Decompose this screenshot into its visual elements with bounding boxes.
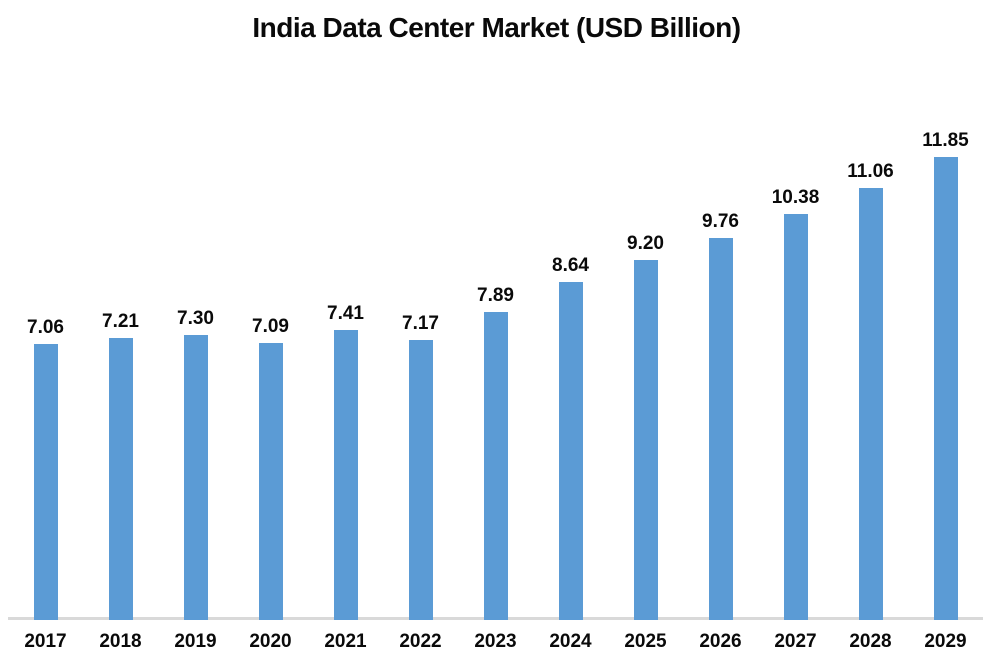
x-axis-tick-label-2023: 2023 <box>474 631 517 652</box>
bar-group-2022: 7.17 2022 <box>383 0 458 660</box>
bar-group-2029: 11.85 2029 <box>908 0 983 660</box>
bar-value-label-2017: 7.06 <box>27 317 64 338</box>
x-axis-tick-label-2020: 2020 <box>249 631 292 652</box>
bar-2025 <box>633 260 658 620</box>
bar-group-2020: 7.09 2020 <box>233 0 308 660</box>
x-axis-tick-label-2027: 2027 <box>774 631 817 652</box>
bar-value-label-2027: 10.38 <box>771 187 820 208</box>
x-axis-tick-label-2025: 2025 <box>624 631 667 652</box>
plot-area: 7.06 2017 7.21 2018 7.30 2019 7.09 2020 7.41 2021… <box>8 0 983 660</box>
bar-group-2026: 9.76 2026 <box>683 0 758 660</box>
bar-value-label-2025: 9.20 <box>627 233 664 254</box>
bar-group-2017: 7.06 2017 <box>8 0 83 660</box>
bar-group-2028: 11.06 2028 <box>833 0 908 660</box>
chart-title: India Data Center Market (USD Billion) <box>252 12 741 43</box>
x-axis-tick-label-2018: 2018 <box>99 631 142 652</box>
bar-2019 <box>183 335 208 620</box>
bar-2021 <box>333 330 358 620</box>
bar-group-2027: 10.38 2027 <box>758 0 833 660</box>
bar-group-2018: 7.21 2018 <box>83 0 158 660</box>
bar-group-2019: 7.30 2019 <box>158 0 233 660</box>
bar-2020 <box>258 343 283 620</box>
bar-2023 <box>483 312 508 620</box>
bar-group-2023: 7.89 2023 <box>458 0 533 660</box>
bar-value-label-2024: 8.64 <box>552 255 589 276</box>
x-axis-tick-label-2022: 2022 <box>399 631 442 652</box>
bar-value-label-2023: 7.89 <box>477 285 514 306</box>
x-axis-tick-label-2029: 2029 <box>924 631 967 652</box>
x-axis-tick-label-2024: 2024 <box>549 631 592 652</box>
bar-group-2024: 8.64 2024 <box>533 0 608 660</box>
bar-2018 <box>108 338 133 620</box>
bar-value-label-2021: 7.41 <box>327 303 364 324</box>
bar-2029 <box>933 157 958 620</box>
bar-2027 <box>783 214 808 620</box>
bar-2024 <box>558 282 583 620</box>
x-axis-tick-label-2028: 2028 <box>849 631 892 652</box>
bar-value-label-2029: 11.85 <box>922 130 969 151</box>
x-axis-tick-label-2019: 2019 <box>174 631 217 652</box>
bar-2028 <box>858 188 883 620</box>
x-axis-tick-label-2026: 2026 <box>699 631 742 652</box>
bar-group-2021: 7.41 2021 <box>308 0 383 660</box>
bar-group-2025: 9.20 2025 <box>608 0 683 660</box>
bar-value-label-2022: 7.17 <box>402 313 439 334</box>
bar-value-label-2026: 9.76 <box>702 211 739 232</box>
x-axis-tick-label-2021: 2021 <box>324 631 367 652</box>
bar-value-label-2028: 11.06 <box>847 161 894 182</box>
bar-2022 <box>408 340 433 620</box>
bar-2026 <box>708 238 733 620</box>
bar-value-label-2019: 7.30 <box>177 308 214 329</box>
bar-value-label-2020: 7.09 <box>252 316 289 337</box>
bar-2017 <box>33 344 58 620</box>
bar-value-label-2018: 7.21 <box>102 311 139 332</box>
x-axis-tick-label-2017: 2017 <box>24 631 67 652</box>
